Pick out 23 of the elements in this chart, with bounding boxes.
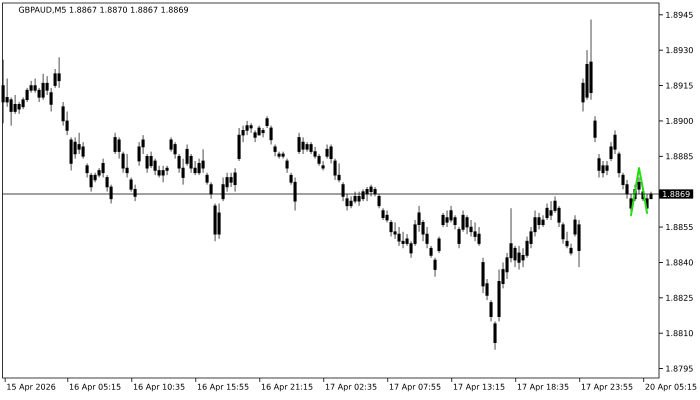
y-tick-label: 1.8810 bbox=[666, 330, 693, 336]
y-tick-label: 1.8840 bbox=[666, 259, 693, 266]
y-tick-label: 1.8885 bbox=[666, 153, 693, 160]
x-tick-label: 17 Apr 02:35 bbox=[326, 384, 376, 392]
y-tick-label: 1.8900 bbox=[666, 118, 693, 124]
chart-title: GBPAUD,M5 1.8867 1.8870 1.8867 1.8869 bbox=[18, 6, 188, 14]
x-tick-label: 17 Apr 07:55 bbox=[390, 384, 440, 392]
y-tick-label: 1.8825 bbox=[666, 294, 693, 301]
y-tick-label: 1.8855 bbox=[666, 224, 693, 230]
x-tick-label: 16 Apr 15:55 bbox=[198, 384, 248, 392]
x-tick-label: 17 Apr 13:15 bbox=[454, 384, 504, 392]
x-tick-label: 17 Apr 18:35 bbox=[518, 384, 568, 392]
y-tick-label: 1.8930 bbox=[666, 47, 693, 54]
ref-line-label: 1.8869 bbox=[663, 191, 690, 198]
x-tick-label: 17 Apr 23:55 bbox=[582, 384, 632, 392]
x-tick-label: 20 Apr 05:15 bbox=[646, 384, 696, 392]
x-tick-label: 16 Apr 21:15 bbox=[262, 384, 312, 392]
x-tick-label: 16 Apr 10:35 bbox=[134, 384, 184, 392]
y-tick-label: 1.8915 bbox=[666, 82, 693, 89]
x-tick-label: 15 Apr 2026 bbox=[7, 384, 56, 392]
y-tick-label: 1.8945 bbox=[666, 12, 693, 18]
x-tick-label: 16 Apr 05:15 bbox=[70, 384, 120, 392]
y-tick-label: 1.8795 bbox=[666, 366, 693, 372]
